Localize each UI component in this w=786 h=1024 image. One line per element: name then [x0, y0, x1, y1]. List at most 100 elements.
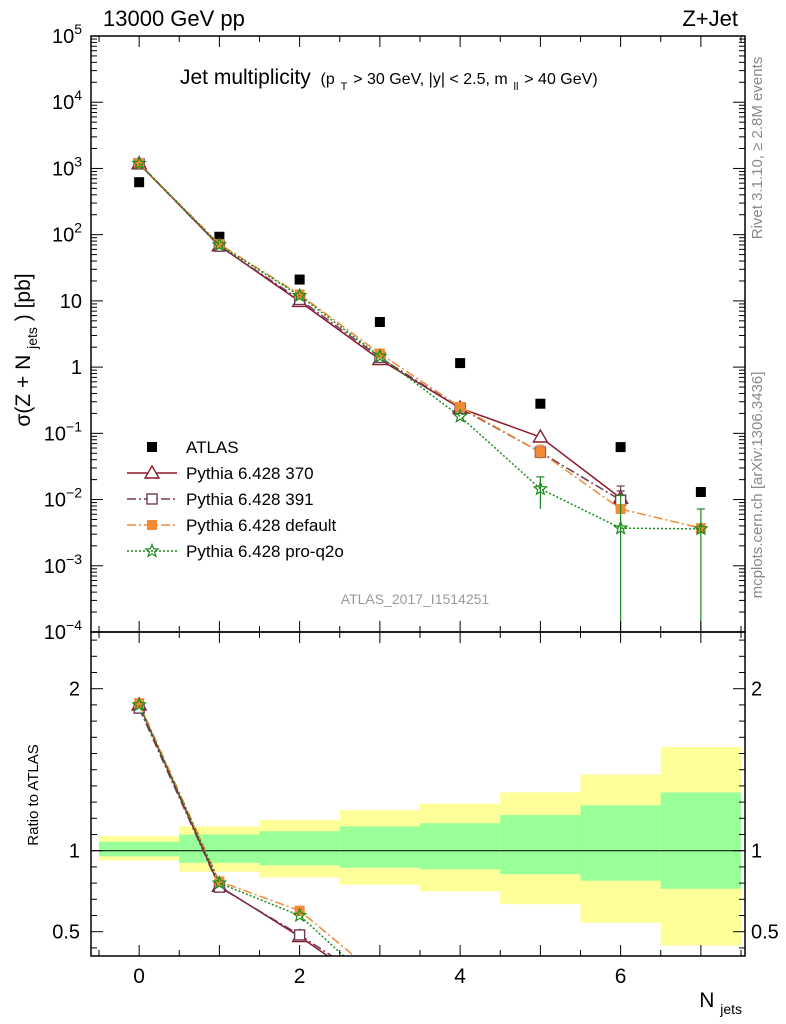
y-tick-label: 102	[52, 220, 82, 247]
marker-atlas	[615, 442, 626, 453]
y-tick-label: 10−3	[44, 551, 82, 578]
svg-text:Jet multiplicity (p: Jet multiplicity (p T > 30 GeV, |y| < 2.…	[180, 66, 598, 95]
y-tick-label: 10−4	[44, 617, 82, 644]
ratio-marker-pq2o	[211, 874, 228, 890]
ratio-marker-pq2o	[131, 696, 147, 712]
marker-pq2o	[211, 236, 228, 252]
marker-pdefault	[294, 289, 305, 300]
legend-label-atlas: ATLAS	[186, 438, 239, 457]
main-ylabel-post: ) [pb]	[12, 273, 35, 321]
marker-atlas	[455, 358, 466, 369]
marker-pdefault	[374, 348, 385, 359]
x-tick-label: 4	[454, 965, 466, 988]
xlabel-sub: jets	[719, 1001, 742, 1017]
main-plot-title: Jet multiplicity (p T > 30 GeV, |y| < 2.…	[180, 66, 598, 95]
marker-pdefault	[134, 158, 145, 169]
legend: ATLAS Pythia 6.428 370 Pythia 6.428 391 Pyt…	[127, 438, 344, 561]
band-inner	[259, 831, 340, 866]
legend-marker-atlas	[147, 442, 157, 452]
ratio-y-tick-label: 0.5	[52, 922, 80, 944]
header-left: 13000 GeV pp	[103, 6, 245, 31]
marker-atlas	[134, 177, 145, 188]
rivet-version-label: Rivet 3.1.10, ≥ 2.8M events	[749, 57, 766, 240]
x-axis-label: N jets	[699, 989, 742, 1017]
title-cut-close: > 40 GeV)	[524, 71, 597, 88]
x-tick-label: 0	[133, 965, 145, 988]
marker-p370	[532, 428, 549, 443]
y-tick-label: 10−2	[44, 485, 82, 512]
marker-atlas	[535, 398, 546, 409]
ratio-series-pq2o	[131, 696, 345, 956]
ratio-marker-pdefault	[134, 698, 145, 709]
band-inner	[339, 826, 421, 868]
band-inner	[99, 841, 180, 857]
ratio-ylabel: Ratio to ATLAS	[25, 744, 42, 845]
title-cut-mid: > 30 GeV, |y| < 2.5, m	[353, 71, 507, 88]
band-inner	[580, 805, 661, 881]
band-inner	[660, 792, 741, 889]
svg-text:σ(Z + N jets ) [pb: σ(Z + N jets ) [pb]	[12, 273, 42, 426]
title-main: Jet multiplicity	[180, 66, 311, 89]
marker-atlas	[374, 316, 385, 327]
ratio-marker-pq2o	[291, 907, 308, 923]
svg-text:N jets: N jets	[699, 989, 742, 1017]
band-inner	[420, 823, 501, 870]
legend-marker-pdefault	[147, 520, 157, 530]
plot-axes: 0 2 4 6 10−4 10−3 10−2 10−1 1 10 102 103 104 105 0.5 0.…	[44, 21, 779, 988]
legend-label-p370: Pythia 6.428 370	[186, 464, 314, 483]
marker-pq2o	[372, 348, 388, 364]
series-p391	[133, 158, 627, 512]
legend-label-pq2o: Pythia 6.428 pro-q2o	[186, 542, 344, 561]
title-cut-pt-sub: T	[341, 81, 348, 93]
ratio-series	[130, 696, 355, 956]
ratio-y-tick-label-right: 0.5	[751, 922, 779, 944]
y-tick-label: 103	[52, 153, 82, 180]
ratio-frame	[90, 631, 746, 957]
title-cut-open: (p	[321, 71, 335, 88]
main-y-axis-label: σ(Z + N jets ) [pb]	[12, 273, 42, 426]
ratio-y-tick-label-right: 1	[751, 841, 762, 863]
line-pq2o	[138, 163, 701, 530]
y-tick-label: 10−1	[44, 418, 82, 445]
header-right: Z+Jet	[682, 6, 738, 31]
ratio-line-p391	[138, 707, 333, 956]
legend-marker-p391	[146, 493, 158, 505]
ratio-y-tick-label: 2	[69, 679, 80, 701]
marker-pq2o	[131, 155, 147, 171]
marker-atlas	[294, 274, 305, 285]
analysis-id-label: ATLAS_2017_I1514251	[341, 591, 490, 607]
series-atlas	[134, 177, 706, 498]
line-pdefault	[138, 162, 702, 529]
ratio-y-axis-label: Ratio to ATLAS	[25, 744, 42, 845]
marker-pq2o	[291, 287, 308, 303]
main-series	[130, 155, 709, 632]
legend-label-p391: Pythia 6.428 391	[186, 490, 314, 509]
ratio-y-tick-label: 1	[69, 841, 80, 863]
marker-pq2o	[452, 408, 468, 424]
xlabel-pre: N	[699, 989, 714, 1012]
y-tick-label: 104	[52, 87, 82, 114]
marker-pq2o	[612, 519, 629, 535]
legend-marker-pq2o	[144, 542, 160, 558]
band-inner	[500, 815, 581, 875]
legend-label-pdefault: Pythia 6.428 default	[186, 516, 337, 535]
y-tick-label: 10	[60, 291, 82, 313]
main-ylabel-pre: σ(Z + N	[12, 355, 35, 427]
y-tick-label: 105	[52, 21, 82, 48]
legend-marker-p370	[143, 464, 161, 479]
ratio-y-tick-label-right: 2	[751, 679, 762, 701]
marker-atlas	[695, 487, 706, 498]
marker-pdefault	[535, 447, 546, 458]
ratio-line-pq2o	[138, 704, 345, 956]
marker-pdefault	[455, 401, 466, 412]
title-cut-m-sub: ll	[514, 81, 519, 93]
y-tick-label: 1	[71, 357, 82, 379]
ratio-uncertainty-bands	[91, 747, 745, 946]
main-ylabel-sub: jets	[24, 327, 40, 350]
ratio-marker-p391	[293, 929, 306, 941]
x-tick-label: 6	[615, 965, 627, 988]
band-inner	[179, 834, 260, 863]
marker-pq2o	[532, 480, 549, 496]
x-tick-label: 2	[294, 965, 306, 988]
